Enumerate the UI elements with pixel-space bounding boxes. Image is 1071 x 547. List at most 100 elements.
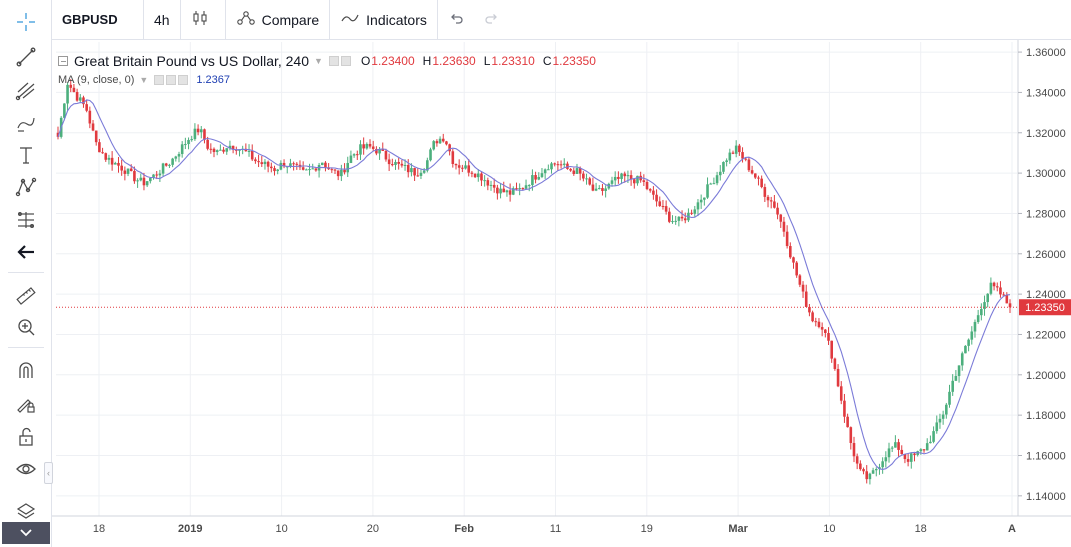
candle-body [231, 145, 235, 150]
candle-body [457, 165, 461, 168]
text-icon[interactable] [9, 141, 43, 169]
candle-body [340, 169, 343, 177]
candle-body [722, 162, 725, 172]
candle-body [776, 207, 779, 215]
candle-body [938, 418, 942, 423]
candle-body [1008, 303, 1012, 308]
indicators-button[interactable]: Indicators [330, 0, 438, 40]
pitchfork-icon[interactable] [9, 76, 43, 104]
ma-settings-icon[interactable] [154, 75, 165, 85]
y-tick-label: 1.28000 [1026, 208, 1066, 220]
brush-icon[interactable] [9, 109, 43, 137]
legend-hide-icon[interactable] [340, 56, 351, 66]
collapse-legend-icon[interactable] [58, 56, 68, 66]
legend-settings-icon[interactable] [328, 56, 339, 66]
unlock-icon[interactable] [9, 423, 43, 451]
candle-body [171, 158, 174, 165]
magnet-icon[interactable] [9, 357, 43, 385]
candle-body [164, 163, 168, 166]
candle-body [935, 422, 939, 432]
pattern-icon[interactable] [9, 173, 43, 201]
candle-body [136, 180, 139, 182]
trend-line-icon[interactable] [9, 43, 43, 71]
candle-body [636, 175, 639, 184]
redo-icon[interactable] [484, 10, 506, 29]
compare-label: Compare [261, 11, 320, 28]
layers-icon[interactable] [9, 497, 43, 525]
symbol-search[interactable]: GBPUSD [52, 0, 144, 40]
candle-body [789, 246, 792, 258]
candle-body [403, 164, 407, 166]
candle-body [476, 173, 480, 178]
lock-drawing-icon[interactable] [9, 390, 43, 418]
candle-body [250, 150, 254, 160]
ma-remove-icon[interactable] [178, 75, 189, 85]
measure-icon[interactable] [9, 206, 43, 234]
ma-caret-icon[interactable]: ▼ [139, 75, 149, 85]
candle-body [925, 443, 929, 451]
candle-body [346, 162, 350, 173]
interval-button[interactable]: 4h [144, 0, 181, 40]
candle-body [413, 168, 416, 176]
eye-icon[interactable] [9, 455, 43, 483]
candle-body [184, 144, 187, 146]
candle-body [260, 162, 264, 165]
candle-body [839, 386, 843, 401]
zoom-in-icon[interactable] [9, 313, 43, 341]
collapse-toolbar-handle[interactable]: ‹ [44, 462, 53, 484]
candle-body [983, 302, 986, 310]
candle-body [180, 144, 184, 155]
candle-body [333, 169, 337, 171]
candle-body [849, 427, 853, 443]
candle-body [254, 159, 257, 162]
candle-body [658, 201, 662, 207]
candle-body [133, 171, 136, 182]
ma-hide-icon[interactable] [166, 75, 177, 85]
open-value: 1.23400 [371, 54, 415, 68]
candle-body [693, 209, 697, 214]
candle-body [718, 171, 722, 176]
x-tick-label: 18 [93, 523, 105, 535]
ruler-icon[interactable] [9, 282, 43, 310]
candle-body [540, 173, 544, 177]
candle-body [78, 97, 82, 101]
candle-body [995, 286, 999, 288]
candle-body [489, 184, 493, 186]
candle-body [753, 173, 757, 178]
candle-body [228, 145, 232, 149]
chart-pane[interactable]: 1.36000 1.34000 1.32000 1.30000 1.28000 1.260… [52, 40, 1071, 547]
candle-body [177, 154, 181, 157]
candle-body [187, 139, 190, 145]
compare-button[interactable]: Compare [226, 0, 331, 40]
candle-body [738, 145, 741, 153]
candle-body [973, 321, 977, 332]
undo-icon[interactable] [448, 10, 470, 29]
legend-caret-icon[interactable]: ▼ [314, 56, 323, 66]
candle-body [512, 188, 515, 195]
candle-body [874, 469, 878, 471]
candle-body [384, 150, 388, 160]
chevron-down-icon[interactable] [2, 522, 50, 544]
chart-type-button[interactable] [181, 0, 226, 40]
candle-body [375, 148, 378, 154]
candle-body [734, 145, 738, 154]
price-chart[interactable]: 1.36000 1.34000 1.32000 1.30000 1.28000 1.260… [52, 40, 1071, 547]
candle-body [429, 149, 432, 161]
candle-body [773, 201, 776, 208]
candle-body [559, 164, 563, 166]
candle-body [101, 152, 104, 154]
candle-body [149, 177, 152, 182]
candle-body [645, 181, 649, 190]
crosshair-icon[interactable] [9, 8, 43, 36]
candle-body [292, 163, 295, 165]
high-key: H [422, 54, 432, 68]
candle-body [104, 153, 108, 160]
back-arrow-icon[interactable] [9, 238, 43, 266]
candle-body [448, 144, 451, 152]
candle-body [531, 175, 534, 186]
candle-body [435, 141, 439, 144]
candle-body [120, 165, 123, 171]
candle-body [56, 132, 60, 137]
candle-body [591, 184, 595, 191]
candle-body [980, 309, 983, 316]
